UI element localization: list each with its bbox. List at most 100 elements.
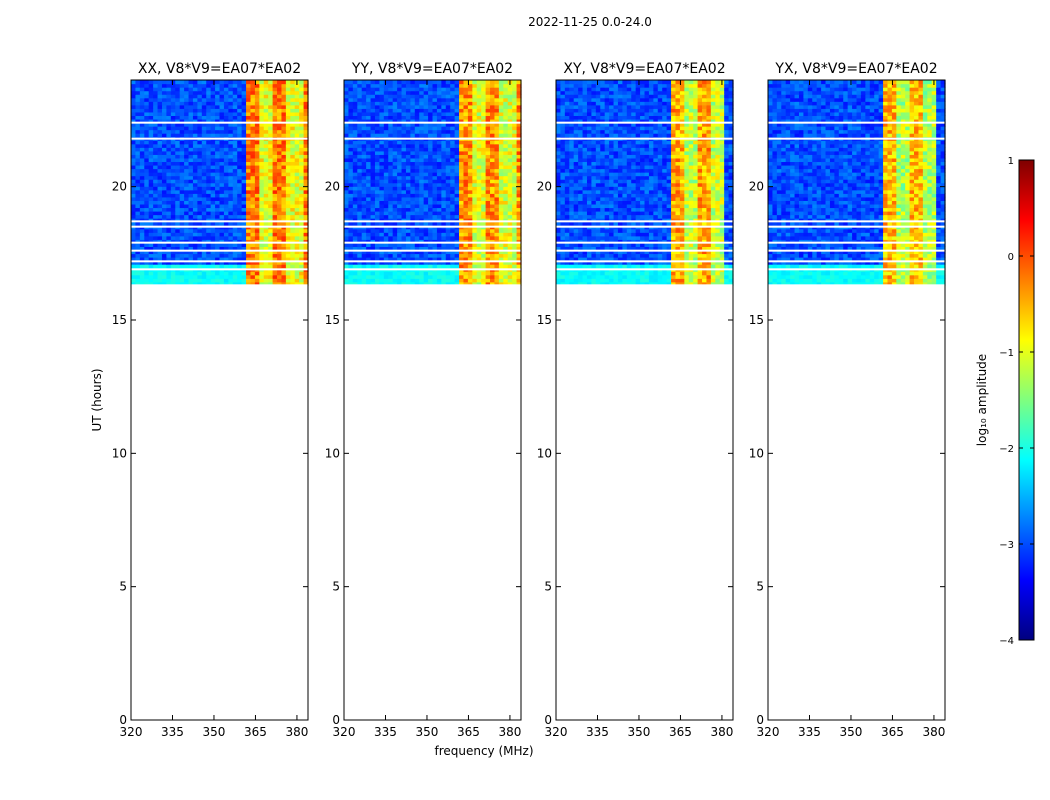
heatmap-cell xyxy=(290,94,296,99)
heatmap-cell xyxy=(228,182,234,187)
heatmap-cell xyxy=(254,271,260,276)
heatmap-cell xyxy=(436,193,442,198)
heatmap-cell xyxy=(161,193,167,198)
heatmap-cell xyxy=(472,228,478,233)
heatmap-cell xyxy=(516,281,522,286)
heatmap-cell xyxy=(693,264,699,269)
heatmap-cell xyxy=(432,253,438,258)
heatmap-cell xyxy=(432,80,438,85)
heatmap-cell xyxy=(223,239,229,244)
heatmap-cell xyxy=(254,196,260,201)
heatmap-cell xyxy=(361,168,367,173)
heatmap-cell xyxy=(357,242,363,247)
heatmap-cell xyxy=(419,260,425,265)
heatmap-cell xyxy=(503,104,509,109)
heatmap-cell xyxy=(454,140,460,145)
heatmap-cell xyxy=(719,281,725,286)
heatmap-cell xyxy=(241,111,247,117)
heatmap-cell xyxy=(374,101,380,106)
heatmap-cell xyxy=(241,235,247,240)
heatmap-cell xyxy=(383,168,389,173)
heatmap-cell xyxy=(277,161,283,166)
heatmap-cell xyxy=(357,143,363,148)
heatmap-cell xyxy=(299,122,305,127)
heatmap-cell xyxy=(241,189,247,194)
heatmap-cell xyxy=(215,257,221,262)
heatmap-cell xyxy=(498,172,504,177)
heatmap-cell xyxy=(379,246,385,251)
heatmap-cell xyxy=(135,140,141,145)
heatmap-cell xyxy=(219,246,225,251)
heatmap-cell xyxy=(250,271,256,276)
heatmap-cell xyxy=(223,193,229,198)
heatmap-cell xyxy=(423,172,429,177)
heatmap-cell xyxy=(241,101,247,106)
heatmap-cell xyxy=(445,143,451,148)
heatmap-cell xyxy=(454,257,460,262)
heatmap-cell xyxy=(210,228,216,233)
heatmap-cell xyxy=(379,168,385,173)
heatmap-cell xyxy=(228,281,234,286)
heatmap-cell xyxy=(188,80,194,85)
heatmap-cell xyxy=(388,196,394,201)
x-tick-label: 335 xyxy=(161,725,184,739)
heatmap-cell xyxy=(232,182,238,187)
heatmap-cell xyxy=(303,179,309,184)
heatmap-cell xyxy=(144,118,150,124)
heatmap-cell xyxy=(153,232,159,237)
heatmap-cell xyxy=(294,218,300,223)
heatmap-cell xyxy=(392,179,398,184)
heatmap-cell xyxy=(281,104,287,109)
heatmap-cell xyxy=(622,271,628,276)
heatmap-cell xyxy=(463,175,469,180)
heatmap-cell xyxy=(272,182,278,187)
heatmap-cell xyxy=(246,281,252,286)
heatmap-cell xyxy=(170,129,176,134)
heatmap-cell xyxy=(450,94,456,99)
heatmap-cell xyxy=(578,274,584,279)
heatmap-cell xyxy=(250,140,256,145)
heatmap-cell xyxy=(135,274,141,279)
heatmap-cell xyxy=(688,271,694,276)
heatmap-cell xyxy=(157,257,163,262)
heatmap-cell xyxy=(414,126,420,131)
heatmap-cell xyxy=(498,87,504,92)
heatmap-cell xyxy=(516,118,522,124)
heatmap-cell xyxy=(414,87,420,92)
heatmap-cell xyxy=(348,111,354,117)
heatmap-cell xyxy=(516,249,522,255)
heatmap-cell xyxy=(135,278,141,283)
heatmap-cell xyxy=(401,189,407,194)
heatmap-cell xyxy=(277,80,283,85)
heatmap-cell xyxy=(272,221,278,226)
heatmap-cell xyxy=(272,214,278,219)
heatmap-cell xyxy=(352,168,358,173)
heatmap-cell xyxy=(600,278,606,283)
heatmap-cell xyxy=(357,97,363,102)
heatmap-cell xyxy=(414,214,420,219)
heatmap-cell xyxy=(161,203,167,209)
heatmap-cell xyxy=(161,104,167,109)
heatmap-cell xyxy=(157,200,163,205)
heatmap-cell xyxy=(139,196,145,201)
heatmap-cell xyxy=(410,278,416,283)
heatmap-cell xyxy=(148,87,154,92)
heatmap-cell xyxy=(299,193,305,198)
heatmap-cell xyxy=(476,157,482,163)
heatmap-cell xyxy=(352,186,358,191)
heatmap-cell xyxy=(246,143,252,148)
heatmap-cell xyxy=(131,104,137,109)
heatmap-cell xyxy=(715,278,721,283)
heatmap-cell xyxy=(192,97,198,102)
heatmap-cell xyxy=(490,108,496,113)
heatmap-cell xyxy=(188,260,194,265)
heatmap-cell xyxy=(228,186,234,191)
heatmap-cell xyxy=(232,143,238,148)
heatmap-cell xyxy=(507,218,513,223)
heatmap-cell xyxy=(188,200,194,205)
heatmap-cell xyxy=(153,242,159,247)
heatmap-cell xyxy=(294,179,300,184)
heatmap-cell xyxy=(503,242,509,247)
heatmap-cell xyxy=(693,271,699,276)
